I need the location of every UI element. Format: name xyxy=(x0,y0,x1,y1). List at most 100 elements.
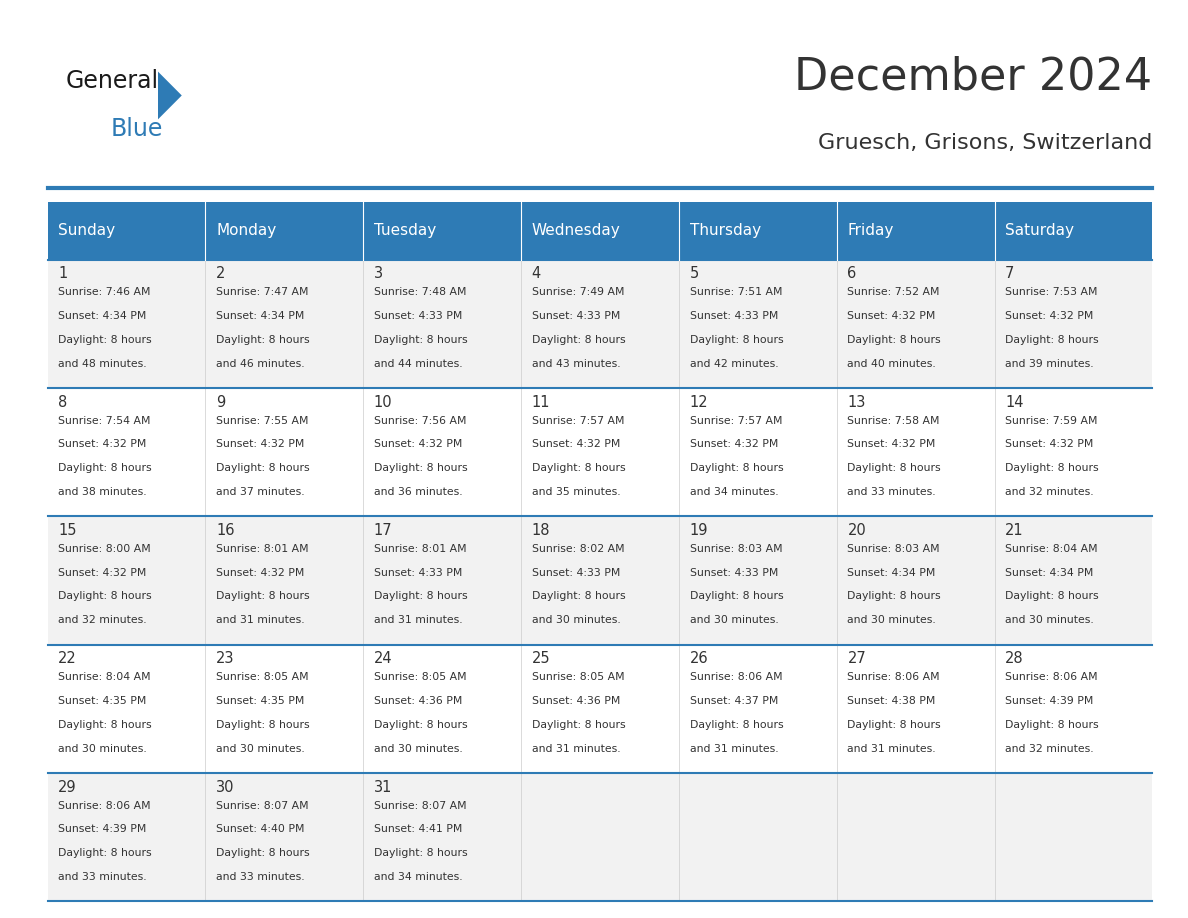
Text: Gruesch, Grisons, Switzerland: Gruesch, Grisons, Switzerland xyxy=(819,133,1152,153)
Text: Daylight: 8 hours: Daylight: 8 hours xyxy=(58,335,152,345)
Text: 9: 9 xyxy=(216,395,226,409)
Bar xyxy=(364,202,522,260)
Text: Sunrise: 8:06 AM: Sunrise: 8:06 AM xyxy=(58,800,151,811)
Text: Sunrise: 7:51 AM: Sunrise: 7:51 AM xyxy=(689,287,782,297)
Text: Sunset: 4:33 PM: Sunset: 4:33 PM xyxy=(532,567,620,577)
Text: Daylight: 8 hours: Daylight: 8 hours xyxy=(847,720,941,730)
Text: Wednesday: Wednesday xyxy=(532,223,620,239)
Text: Monday: Monday xyxy=(216,223,277,239)
Text: 1: 1 xyxy=(58,266,68,281)
Text: Sunset: 4:32 PM: Sunset: 4:32 PM xyxy=(216,567,304,577)
Text: 18: 18 xyxy=(532,523,550,538)
Text: Daylight: 8 hours: Daylight: 8 hours xyxy=(532,335,625,345)
Text: Daylight: 8 hours: Daylight: 8 hours xyxy=(374,720,468,730)
Text: Sunset: 4:32 PM: Sunset: 4:32 PM xyxy=(58,440,146,450)
Text: Friday: Friday xyxy=(847,223,893,239)
Bar xyxy=(678,773,836,901)
Text: and 35 minutes.: and 35 minutes. xyxy=(532,487,620,497)
Text: Sunset: 4:36 PM: Sunset: 4:36 PM xyxy=(374,696,462,706)
Text: Sunset: 4:33 PM: Sunset: 4:33 PM xyxy=(374,567,462,577)
Bar xyxy=(48,260,206,388)
Text: and 30 minutes.: and 30 minutes. xyxy=(1005,615,1094,625)
Text: Sunset: 4:32 PM: Sunset: 4:32 PM xyxy=(216,440,304,450)
Text: 17: 17 xyxy=(374,523,392,538)
Text: Sunrise: 7:53 AM: Sunrise: 7:53 AM xyxy=(1005,287,1098,297)
Text: Daylight: 8 hours: Daylight: 8 hours xyxy=(1005,591,1099,601)
Text: Daylight: 8 hours: Daylight: 8 hours xyxy=(58,591,152,601)
Bar xyxy=(836,644,994,773)
Text: General: General xyxy=(65,69,158,93)
Text: Daylight: 8 hours: Daylight: 8 hours xyxy=(1005,464,1099,473)
Bar xyxy=(48,773,206,901)
Text: Daylight: 8 hours: Daylight: 8 hours xyxy=(58,464,152,473)
Text: 27: 27 xyxy=(847,651,866,666)
Bar xyxy=(206,517,364,644)
Text: Sunrise: 8:03 AM: Sunrise: 8:03 AM xyxy=(847,544,940,554)
Text: and 33 minutes.: and 33 minutes. xyxy=(58,872,147,882)
Text: Daylight: 8 hours: Daylight: 8 hours xyxy=(216,720,310,730)
Text: Sunset: 4:33 PM: Sunset: 4:33 PM xyxy=(689,567,778,577)
Text: Daylight: 8 hours: Daylight: 8 hours xyxy=(689,335,783,345)
Text: Sunrise: 8:05 AM: Sunrise: 8:05 AM xyxy=(216,672,309,682)
Text: Sunrise: 7:56 AM: Sunrise: 7:56 AM xyxy=(374,416,467,426)
Text: Sunrise: 8:04 AM: Sunrise: 8:04 AM xyxy=(1005,544,1098,554)
Polygon shape xyxy=(158,72,182,119)
Text: 31: 31 xyxy=(374,779,392,795)
Text: Sunset: 4:33 PM: Sunset: 4:33 PM xyxy=(532,311,620,321)
Bar xyxy=(994,517,1152,644)
Text: Sunset: 4:35 PM: Sunset: 4:35 PM xyxy=(58,696,146,706)
Text: 16: 16 xyxy=(216,523,234,538)
Text: Daylight: 8 hours: Daylight: 8 hours xyxy=(1005,335,1099,345)
Text: December 2024: December 2024 xyxy=(795,55,1152,98)
Text: 19: 19 xyxy=(689,523,708,538)
Text: and 31 minutes.: and 31 minutes. xyxy=(216,615,304,625)
Bar xyxy=(206,388,364,517)
Text: Sunrise: 7:54 AM: Sunrise: 7:54 AM xyxy=(58,416,151,426)
Text: Sunset: 4:39 PM: Sunset: 4:39 PM xyxy=(1005,696,1094,706)
Text: 29: 29 xyxy=(58,779,77,795)
Text: Sunset: 4:33 PM: Sunset: 4:33 PM xyxy=(374,311,462,321)
Text: Daylight: 8 hours: Daylight: 8 hours xyxy=(58,720,152,730)
Bar xyxy=(836,202,994,260)
Bar xyxy=(364,773,522,901)
Text: Sunrise: 7:58 AM: Sunrise: 7:58 AM xyxy=(847,416,940,426)
Bar xyxy=(994,388,1152,517)
Text: Sunrise: 8:01 AM: Sunrise: 8:01 AM xyxy=(374,544,467,554)
Text: and 31 minutes.: and 31 minutes. xyxy=(532,744,620,754)
Text: Sunrise: 7:55 AM: Sunrise: 7:55 AM xyxy=(216,416,309,426)
Text: Sunrise: 7:49 AM: Sunrise: 7:49 AM xyxy=(532,287,624,297)
Text: Sunset: 4:33 PM: Sunset: 4:33 PM xyxy=(689,311,778,321)
Text: and 32 minutes.: and 32 minutes. xyxy=(1005,487,1094,497)
Text: and 42 minutes.: and 42 minutes. xyxy=(689,359,778,368)
Bar xyxy=(678,517,836,644)
Text: 30: 30 xyxy=(216,779,234,795)
Text: Sunset: 4:32 PM: Sunset: 4:32 PM xyxy=(58,567,146,577)
Text: 7: 7 xyxy=(1005,266,1015,281)
Text: and 31 minutes.: and 31 minutes. xyxy=(689,744,778,754)
Text: Daylight: 8 hours: Daylight: 8 hours xyxy=(1005,720,1099,730)
Text: and 30 minutes.: and 30 minutes. xyxy=(58,744,147,754)
Text: Sunset: 4:35 PM: Sunset: 4:35 PM xyxy=(216,696,304,706)
Text: and 30 minutes.: and 30 minutes. xyxy=(532,615,620,625)
Text: Sunrise: 8:05 AM: Sunrise: 8:05 AM xyxy=(532,672,625,682)
Text: Sunrise: 7:47 AM: Sunrise: 7:47 AM xyxy=(216,287,309,297)
Bar xyxy=(48,388,206,517)
Text: Sunset: 4:32 PM: Sunset: 4:32 PM xyxy=(1005,311,1094,321)
Text: Daylight: 8 hours: Daylight: 8 hours xyxy=(847,335,941,345)
Text: 15: 15 xyxy=(58,523,77,538)
Text: Daylight: 8 hours: Daylight: 8 hours xyxy=(689,591,783,601)
Text: and 34 minutes.: and 34 minutes. xyxy=(689,487,778,497)
Text: Daylight: 8 hours: Daylight: 8 hours xyxy=(689,464,783,473)
Text: 21: 21 xyxy=(1005,523,1024,538)
Text: 26: 26 xyxy=(689,651,708,666)
Text: Sunrise: 8:04 AM: Sunrise: 8:04 AM xyxy=(58,672,151,682)
Text: Blue: Blue xyxy=(110,117,163,140)
Text: Sunday: Sunday xyxy=(58,223,115,239)
Bar xyxy=(522,260,678,388)
Bar xyxy=(48,644,206,773)
Text: and 48 minutes.: and 48 minutes. xyxy=(58,359,147,368)
Text: and 46 minutes.: and 46 minutes. xyxy=(216,359,304,368)
Text: 12: 12 xyxy=(689,395,708,409)
Text: Sunset: 4:32 PM: Sunset: 4:32 PM xyxy=(847,440,936,450)
Bar xyxy=(678,644,836,773)
